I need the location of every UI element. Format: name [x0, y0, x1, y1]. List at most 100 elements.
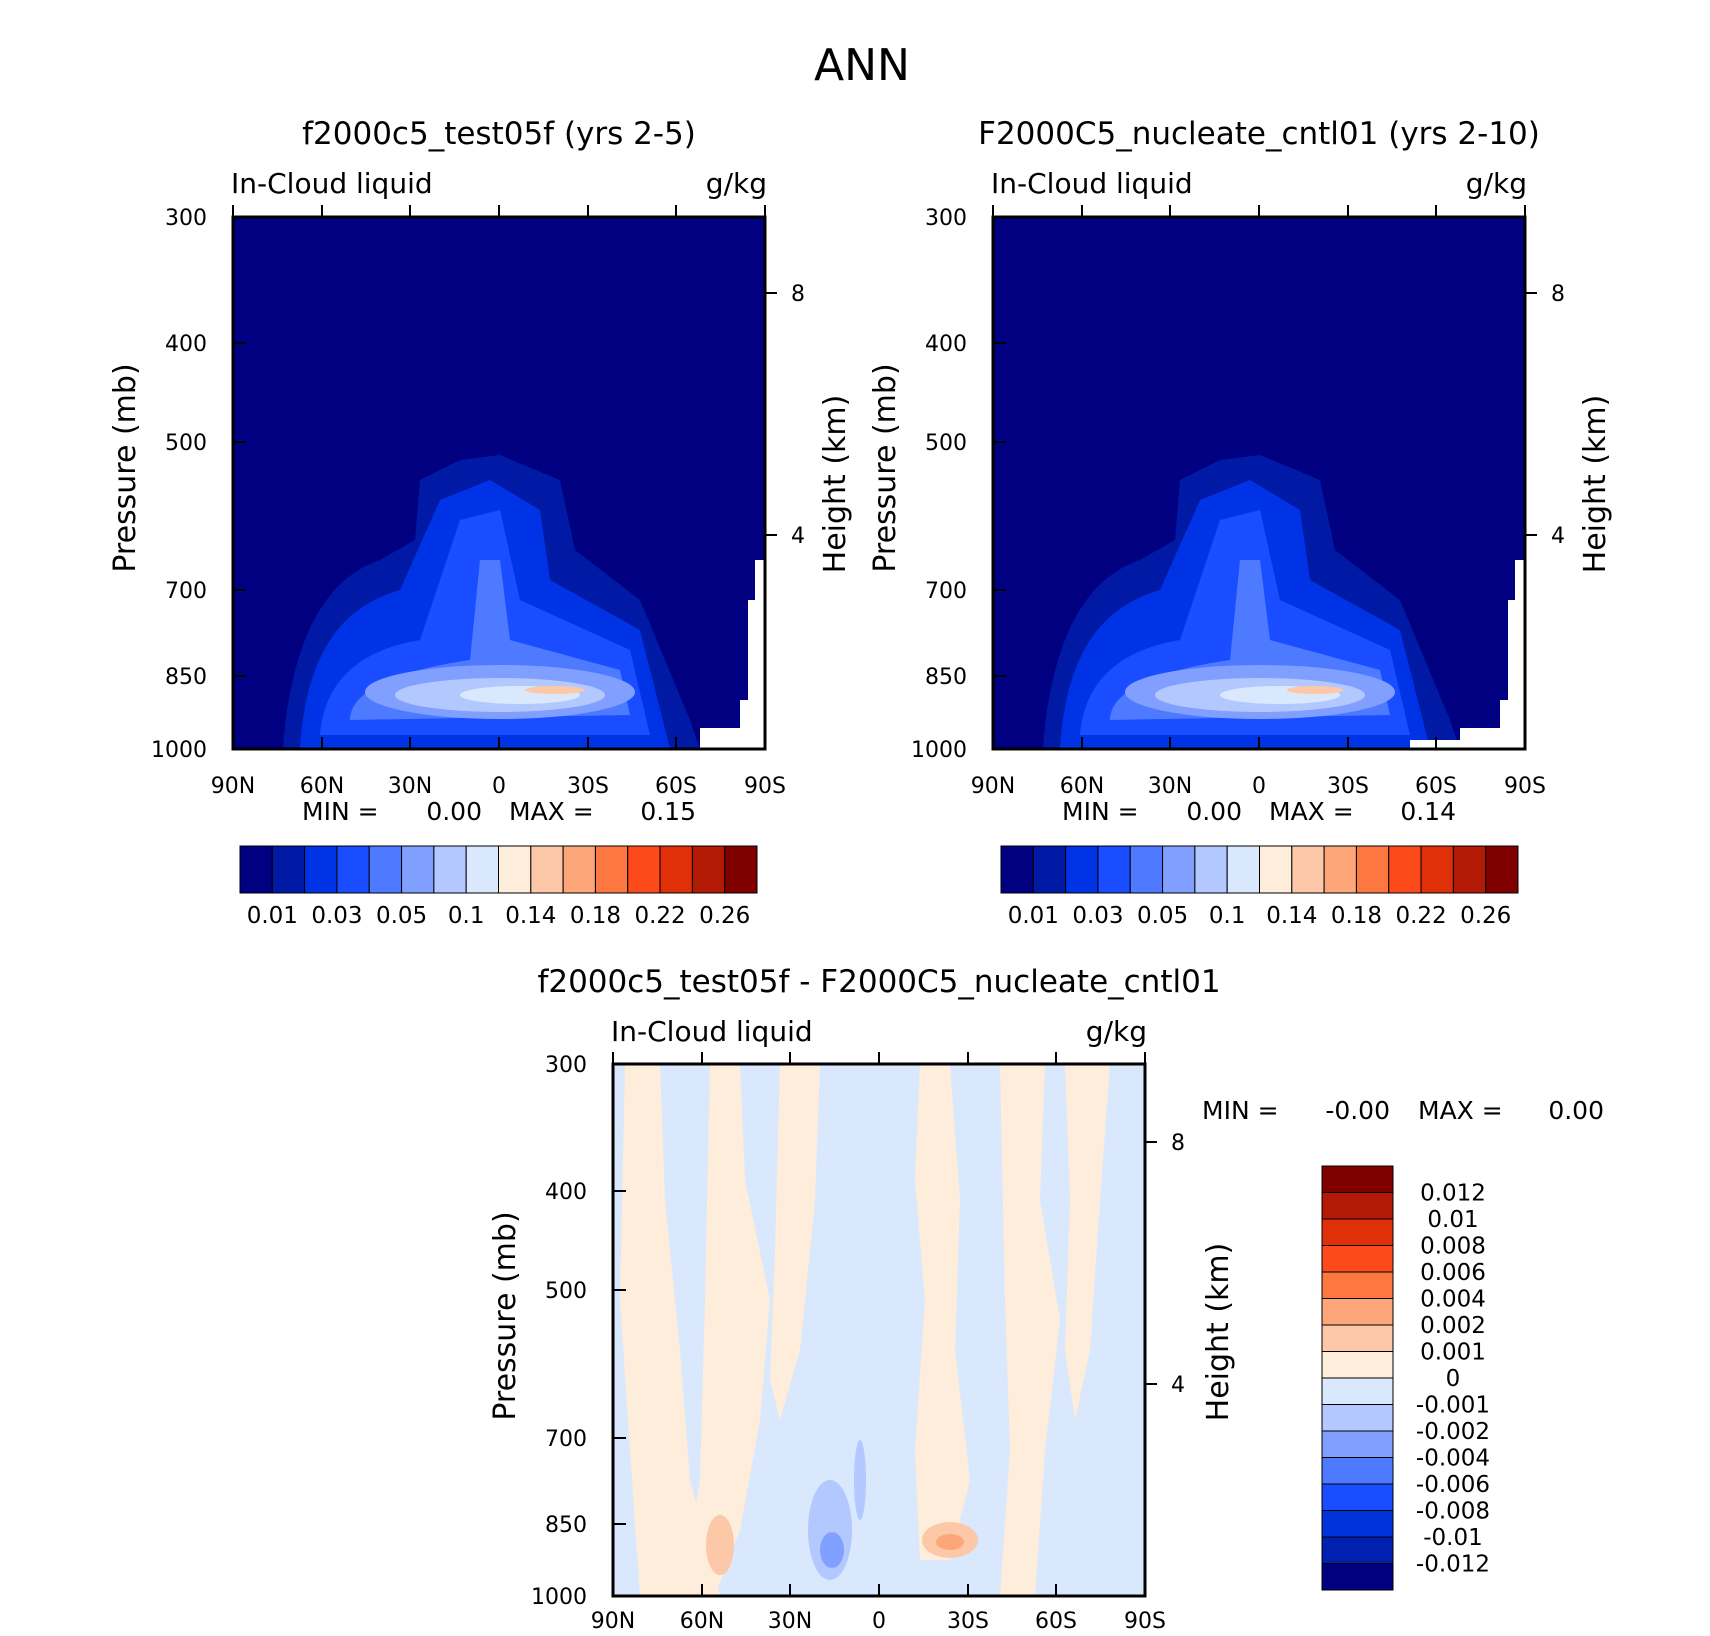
colorbar-label: 0.01 [1008, 903, 1059, 929]
colorbar-label: -0.002 [1416, 1419, 1490, 1445]
colorbar-label: 0.004 [1420, 1287, 1486, 1313]
units-label: g/kg [1086, 1015, 1147, 1048]
min-max-readout: MIN = 0.00 MAX = 0.14 [1062, 797, 1456, 826]
y-right-axis-ticks: 8 4 [765, 282, 805, 549]
x-tick-label: 90N [591, 1609, 635, 1634]
y-tick-label: 400 [545, 1180, 587, 1205]
y-right-tick-label: 4 [791, 524, 805, 549]
x-tick-label: 90N [211, 774, 255, 799]
colorbar: 0.0120.010.0080.0060.0040.0020.0010-0.00… [1321, 1165, 1490, 1591]
min-value: -0.00 [1325, 1096, 1390, 1125]
colorbar-swatch [368, 845, 403, 894]
panel-title: f2000c5_test05f (yrs 2-5) [302, 116, 696, 152]
panel-test: f2000c5_test05f (yrs 2-5) In-Cloud liqui… [108, 116, 853, 929]
colorbar-label: 0.002 [1420, 1313, 1486, 1339]
y-tick-label: 400 [925, 332, 967, 357]
y-tick-label: 300 [925, 206, 967, 231]
contour-band [1065, 1064, 1110, 1420]
colorbar-label: -0.012 [1416, 1552, 1490, 1578]
colorbar-swatch [1321, 1457, 1394, 1485]
colorbar-swatch [1000, 845, 1034, 894]
max-value: 0.00 [1548, 1096, 1604, 1125]
plot-field [233, 217, 765, 749]
contour-band [620, 1064, 720, 1596]
colorbar-label: -0.008 [1416, 1499, 1490, 1525]
y-right-tick-label: 8 [1171, 1131, 1185, 1156]
x-tick-label: 30S [947, 1609, 989, 1634]
y-tick-label: 400 [165, 332, 207, 357]
colorbar-label: 0.008 [1420, 1234, 1486, 1260]
contour-band [936, 1534, 964, 1550]
colorbar-label: 0.22 [1395, 903, 1446, 929]
contour-band [854, 1440, 866, 1520]
y-axis-ticks: 300 400 500 700 850 1000 [151, 206, 246, 763]
colorbar-swatch [594, 845, 629, 894]
colorbar-swatch [401, 845, 435, 894]
y-tick-label: 850 [545, 1513, 587, 1538]
colorbar-swatch [1323, 845, 1357, 894]
x-tick-label: 60S [655, 774, 697, 799]
contour-band [1287, 686, 1343, 694]
x-tick-label: 60N [1060, 774, 1104, 799]
contour-band [706, 1515, 734, 1575]
contour-band [770, 1064, 820, 1420]
x-axis-ticks: 90N 60N 30N 0 30S 60S 90S [211, 205, 786, 799]
colorbar-swatch [336, 845, 370, 894]
colorbar-swatch [1321, 1483, 1394, 1511]
colorbar-swatch [1321, 1218, 1394, 1246]
colorbar-label: 0 [1446, 1366, 1461, 1392]
plot-field [993, 217, 1525, 749]
missing-data-region [1410, 560, 1525, 749]
variable-label: In-Cloud liquid [611, 1015, 813, 1048]
y-tick-label: 850 [165, 665, 207, 690]
colorbar-swatch [1321, 1245, 1394, 1273]
x-tick-label: 30S [1327, 774, 1369, 799]
colorbar-swatch [691, 845, 726, 894]
y-right-tick-label: 4 [1171, 1373, 1185, 1398]
x-tick-label: 60S [1035, 1609, 1077, 1634]
y-tick-label: 1000 [531, 1585, 587, 1610]
colorbar-label: 0.03 [1072, 903, 1123, 929]
min-value: 0.00 [1186, 797, 1242, 826]
colorbar-label: 0.001 [1420, 1340, 1486, 1366]
colorbar-swatch [1321, 1165, 1394, 1193]
colorbar-label: 0.22 [634, 903, 685, 929]
colorbar-label: 0.14 [1266, 903, 1317, 929]
y-tick-label: 850 [925, 665, 967, 690]
x-tick-label: 60N [300, 774, 344, 799]
colorbar-label: 0.26 [1460, 903, 1511, 929]
y-right-tick-label: 8 [1551, 282, 1565, 307]
colorbar: 0.01 0.03 0.05 0.1 0.14 0.18 0.22 0.26 [239, 845, 758, 929]
missing-data-region [700, 560, 765, 749]
colorbar-swatch [1388, 845, 1422, 894]
colorbar-label: -0.006 [1416, 1472, 1490, 1498]
contour-band [820, 1532, 844, 1568]
colorbar: 0.01 0.03 0.05 0.1 0.14 0.18 0.22 0.26 [1000, 845, 1519, 929]
colorbar-swatch [1097, 845, 1131, 894]
colorbar-label: -0.01 [1423, 1525, 1483, 1551]
colorbar-swatch [1226, 845, 1260, 894]
colorbar-swatch [1291, 845, 1325, 894]
contour-band [1000, 1064, 1060, 1596]
colorbar-swatch [1321, 1192, 1394, 1220]
colorbar-label: -0.001 [1416, 1393, 1490, 1419]
colorbar-swatch [1321, 1536, 1394, 1564]
max-value: 0.14 [1400, 797, 1456, 826]
y-tick-label: 1000 [151, 738, 207, 763]
contour-band [915, 1064, 970, 1560]
colorbar-swatch [1321, 1271, 1394, 1299]
colorbar-swatch [1321, 1324, 1394, 1352]
min-max-readout: MIN = 0.00 MAX = 0.15 [302, 797, 696, 826]
x-tick-label: 30N [388, 774, 432, 799]
contour-band [680, 1064, 770, 1596]
x-tick-label: 0 [1252, 774, 1266, 799]
y-tick-label: 300 [165, 206, 207, 231]
colorbar-swatch [1321, 1563, 1394, 1591]
y-right-axis-ticks: 8 4 [1525, 282, 1565, 549]
colorbar-label: 0.03 [311, 903, 362, 929]
colorbar-swatch [1032, 845, 1067, 894]
colorbar-swatch [433, 845, 467, 894]
y-tick-label: 500 [165, 431, 207, 456]
colorbar-label: 0.01 [1427, 1207, 1478, 1233]
